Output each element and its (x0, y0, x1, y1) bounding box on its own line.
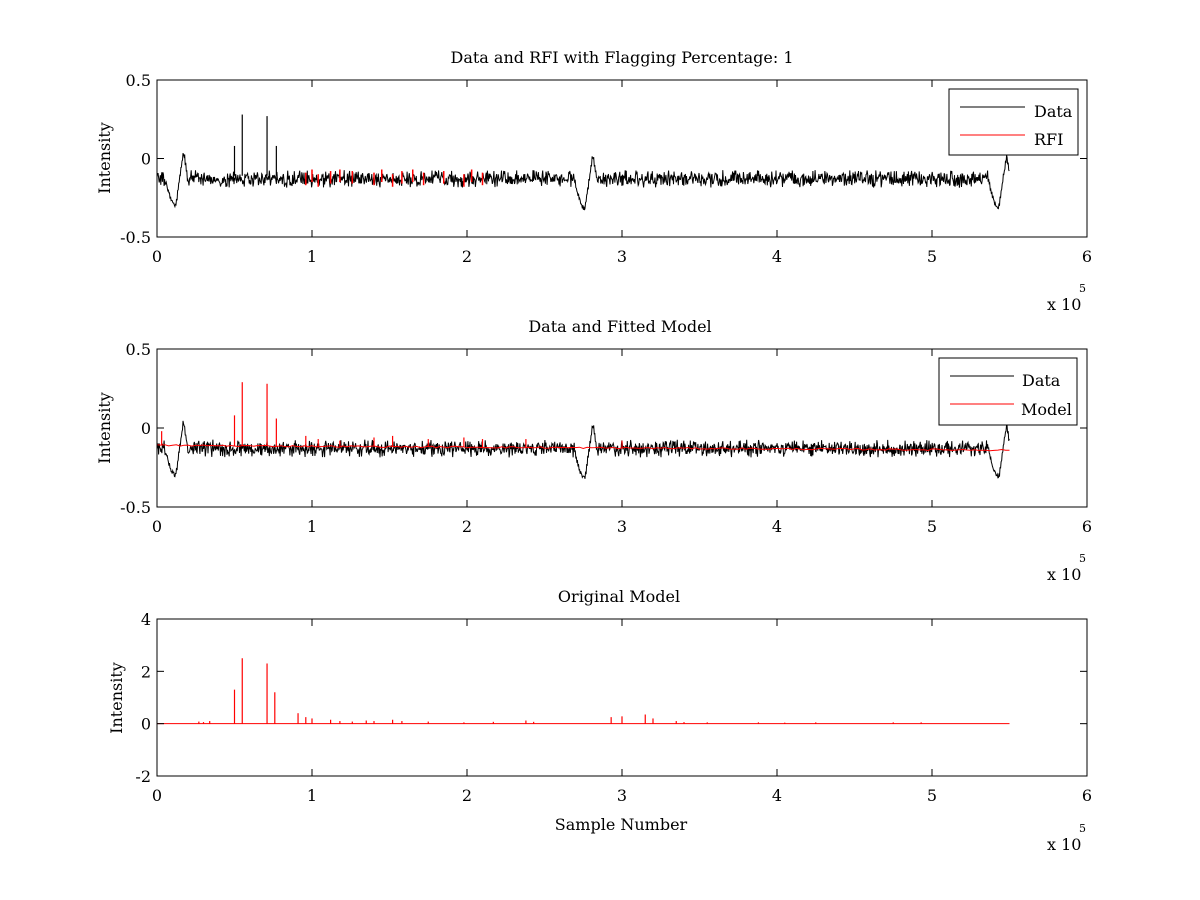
panel-fitted-model-x-multiplier: x 10 (1047, 565, 1081, 584)
panel-rfi-x-multiplier-exp: 5 (1079, 282, 1086, 295)
panel-fitted-model-ticks: 0 1 2 3 4 5 6-0.500.5 (120, 340, 1092, 536)
panel-rfi-ticks: 0 1 2 3 4 5 6-0.500.5 (120, 71, 1092, 266)
legend-rfi-label: RFI (1034, 130, 1063, 149)
x-tick-label: 5 (927, 786, 937, 805)
x-tick-label: 5 (927, 517, 937, 536)
data-trace (156, 152, 1010, 211)
x-tick-label: 6 (1082, 247, 1092, 266)
x-tick-label: 3 (617, 517, 627, 536)
y-tick-label: 0.5 (126, 340, 151, 359)
x-tick-label: 2 (462, 247, 472, 266)
panel-fitted-model-legend: Data Model (938, 357, 1078, 426)
panel-fitted-model-x-multiplier-exp: 5 (1079, 552, 1086, 565)
x-tick-label: 4 (772, 517, 782, 536)
legend-box (938, 357, 1078, 426)
x-tick-label: 1 (307, 786, 317, 805)
data-trace (156, 420, 1010, 479)
y-tick-label: 0 (141, 715, 151, 734)
x-tick-label: 6 (1082, 786, 1092, 805)
panel-fitted-model-ylabel: Intensity (95, 392, 114, 464)
legend-box (948, 88, 1079, 156)
y-tick-label: 2 (141, 662, 151, 681)
x-tick-label: 0 (152, 517, 162, 536)
y-tick-label: -0.5 (120, 498, 151, 517)
panel-original-model-xlabel: Sample Number (555, 815, 688, 834)
panel-original-model-x-multiplier: x 10 (1047, 835, 1081, 854)
panel-rfi-ylabel: Intensity (95, 122, 114, 194)
x-tick-label: 4 (772, 247, 782, 266)
x-tick-label: 4 (772, 786, 782, 805)
y-tick-label: 0.5 (126, 71, 151, 90)
panel-original-model-ylabel: Intensity (107, 662, 126, 734)
legend-data-label: Data (1034, 102, 1073, 121)
panel-fitted-model-marks (156, 382, 1010, 479)
x-tick-label: 3 (617, 786, 627, 805)
y-tick-label: -2 (135, 767, 151, 786)
panel-rfi-title: Data and RFI with Flagging Percentage: 1 (450, 48, 793, 67)
panel-rfi-legend: Data RFI (948, 88, 1079, 156)
panel-fitted-model-title: Data and Fitted Model (528, 317, 711, 336)
panel-original-model-x-multiplier-exp: 5 (1079, 822, 1086, 835)
y-tick-label: 4 (141, 610, 151, 629)
panel-original-model-marks (157, 658, 1010, 725)
panel-original-model-title: Original Model (558, 587, 680, 606)
panel-rfi-marks (156, 114, 1010, 211)
x-tick-label: 2 (462, 786, 472, 805)
x-tick-label: 1 (307, 517, 317, 536)
y-tick-label: 0 (141, 150, 151, 169)
x-tick-label: 6 (1082, 517, 1092, 536)
y-tick-label: -0.5 (120, 228, 151, 247)
legend-data-label: Data (1022, 371, 1061, 390)
x-tick-label: 0 (152, 247, 162, 266)
x-tick-label: 1 (307, 247, 317, 266)
legend-model-label: Model (1021, 400, 1072, 419)
panel-rfi: 0 1 2 3 4 5 6-0.500.5 Data and RFI with Flaggi… (95, 48, 1092, 314)
x-tick-label: 2 (462, 517, 472, 536)
panel-rfi-x-multiplier: x 10 (1047, 295, 1081, 314)
x-tick-label: 3 (617, 247, 627, 266)
panel-fitted-model: 0 1 2 3 4 5 6-0.500.5 Data and Fitted Model In… (95, 317, 1092, 584)
model-trace (156, 444, 1010, 452)
x-tick-label: 5 (927, 247, 937, 266)
y-tick-label: 0 (141, 419, 151, 438)
x-tick-label: 0 (152, 786, 162, 805)
